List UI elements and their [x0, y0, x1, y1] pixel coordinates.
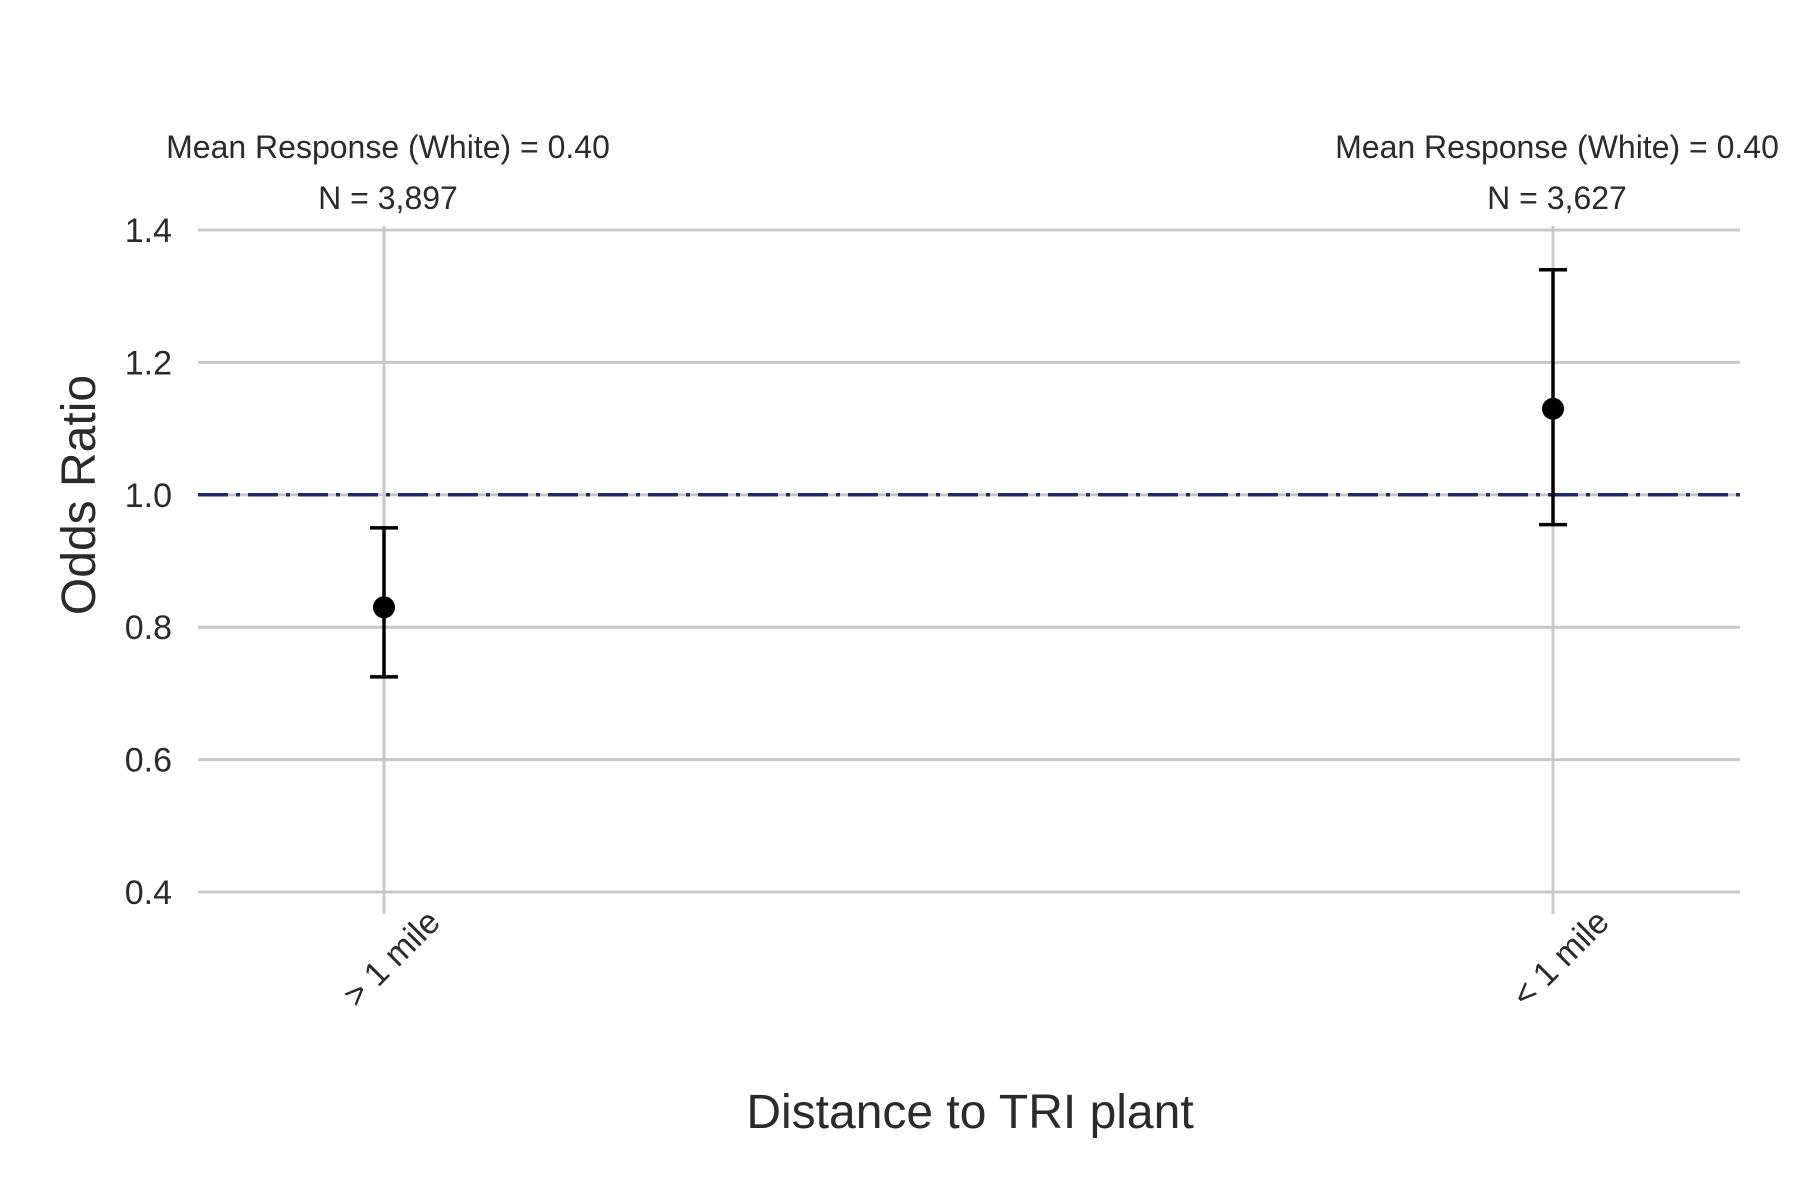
x-tick-label: > 1 mile: [336, 903, 448, 1015]
mean-response-label: Mean Response (White) = 0.40: [166, 129, 610, 165]
y-tick-label: 0.6: [125, 742, 172, 780]
y-axis-label: Odds Ratio: [53, 375, 106, 615]
y-tick-label: 1.0: [125, 477, 172, 515]
sample-size-label: N = 3,897: [318, 180, 458, 216]
x-tick-labels: > 1 mile < 1 mile: [336, 903, 1617, 1015]
x-axis-label: Distance to TRI plant: [746, 1086, 1193, 1139]
grid-layer: [198, 226, 1740, 914]
y-tick-labels: 0.4 0.6 0.8 1.0 1.2 1.4: [125, 212, 172, 912]
annotations: Mean Response (White) = 0.40 N = 3,897 Mea…: [166, 129, 1779, 216]
y-tick-label: 0.4: [125, 874, 172, 912]
y-tick-label: 1.4: [125, 212, 172, 250]
estimate-point: [373, 596, 395, 619]
mean-response-label: Mean Response (White) = 0.40: [1335, 129, 1779, 165]
y-tick-label: 1.2: [125, 344, 172, 382]
x-tick-label: < 1 mile: [1505, 903, 1617, 1015]
estimate-point: [1542, 397, 1564, 420]
data-marks: [370, 267, 1567, 679]
y-tick-label: 0.8: [125, 609, 172, 647]
sample-size-label: N = 3,627: [1487, 180, 1627, 216]
